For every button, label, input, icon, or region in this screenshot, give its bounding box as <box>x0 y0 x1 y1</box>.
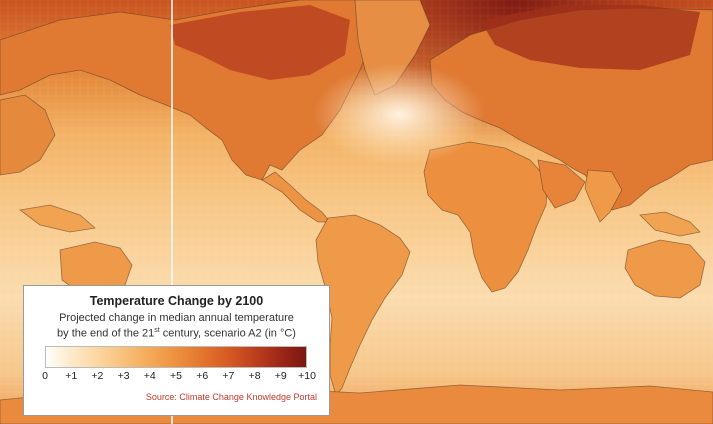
legend-title: Temperature Change by 2100 <box>89 294 264 308</box>
scale-label: +5 <box>170 370 182 382</box>
legend-subtitle-superscript: st <box>154 327 160 334</box>
scale-label: +9 <box>274 370 287 382</box>
legend-panel: Temperature Change by 2100 Projected cha… <box>23 285 330 416</box>
legend-subtitle-after: century, scenario A2 (in °C) <box>159 327 296 340</box>
legend-subtitle-before: by the end of the 21 <box>57 327 155 340</box>
color-scale-bar <box>45 346 307 368</box>
scale-label: +10 <box>298 370 316 382</box>
scale-label: +4 <box>143 370 156 382</box>
scale-label: +6 <box>196 370 209 382</box>
scale-label: +3 <box>117 370 130 382</box>
scale-label: 0 <box>42 370 48 382</box>
scale-label: +2 <box>91 370 104 382</box>
legend-subtitle-line1: Projected change in median annual temper… <box>59 312 294 324</box>
legend-source: Source: Climate Change Knowledge Portal <box>145 392 317 402</box>
scale-label: +1 <box>65 370 78 382</box>
legend-subtitle-line2: by the end of the 21st century, scenario… <box>24 327 329 340</box>
scale-label: +7 <box>222 370 235 382</box>
color-scale-labels: 0 +1 +2 +3 +4 +5 +6 +7 +8 +9 +10 <box>42 370 316 384</box>
scale-label: +8 <box>248 370 261 382</box>
color-scale-gradient <box>45 346 307 368</box>
